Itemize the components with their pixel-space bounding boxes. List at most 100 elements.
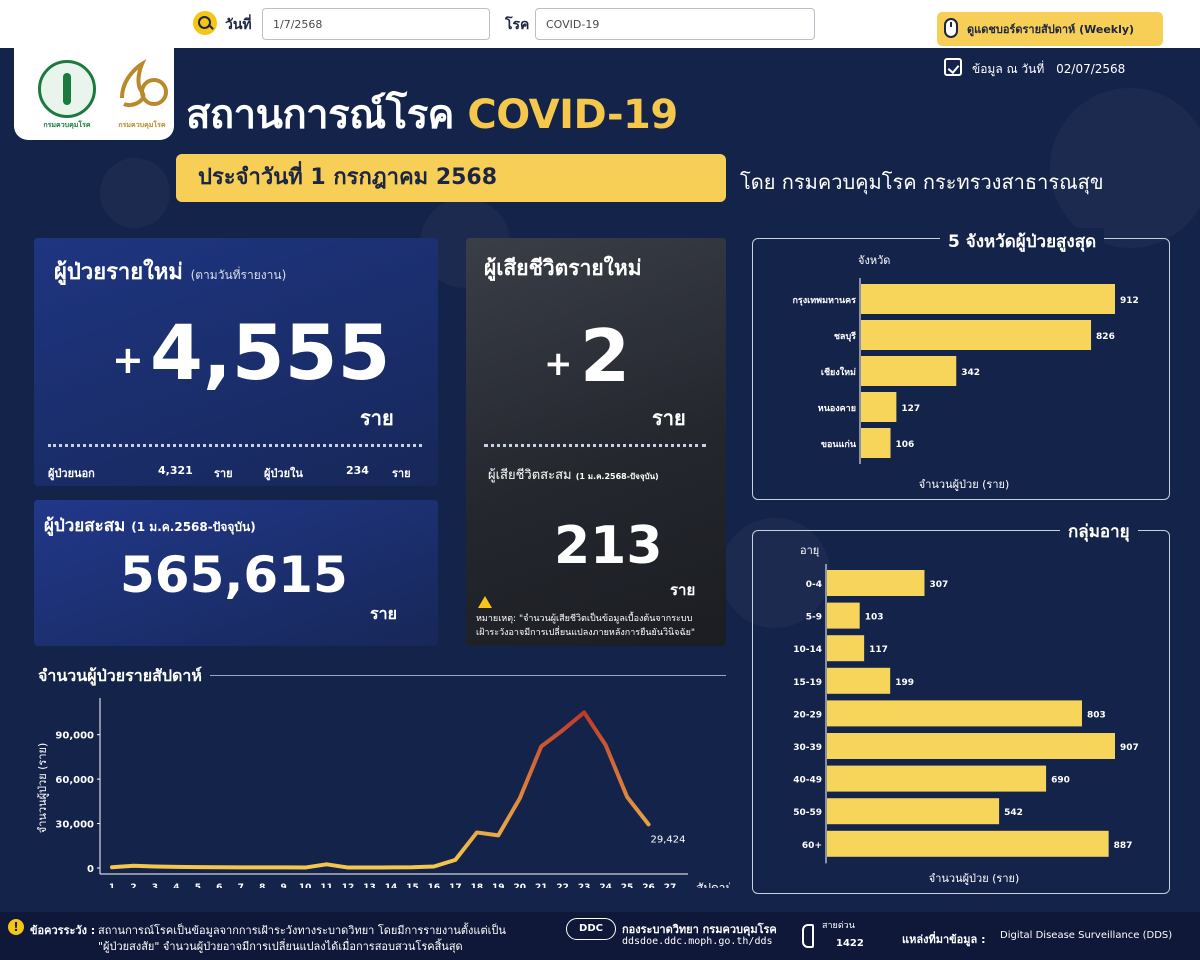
data-point [132, 865, 134, 867]
data-point [175, 866, 177, 868]
divider [48, 444, 422, 447]
bar-value-label: 887 [1114, 841, 1133, 851]
deaths-card: ผู้เสียชีวิตรายใหม่ + 2 ราย ผู้เสียชีวิต… [466, 238, 726, 646]
x-tick-label: 13 [363, 883, 376, 888]
bar-value-label: 199 [895, 678, 914, 688]
category-label: 40-49 [793, 776, 822, 786]
section-divider [40, 675, 726, 676]
asof-date: 02/07/2568 [1056, 62, 1126, 76]
cumulative-cases-unit: ราย [370, 604, 397, 623]
bar [861, 428, 891, 458]
category-label: 50-59 [793, 808, 822, 818]
bar-value-label: 307 [929, 580, 948, 590]
bar-value-label: 342 [961, 368, 980, 378]
bar [861, 284, 1115, 314]
x-tick-label: 16 [428, 883, 441, 888]
caution-icon: ! [8, 919, 24, 935]
y-tick-label: 60,000 [55, 775, 94, 786]
data-point [433, 865, 435, 867]
new-cases-unit: ราย [360, 406, 394, 430]
weekly-dashboard-button[interactable]: ดูแดชบอร์ดรายสัปดาห์ (Weekly) [937, 12, 1163, 46]
x-axis-title: สัปดาห์ [696, 881, 730, 888]
asof-label: ข้อมูล ณ วันที่ [972, 62, 1045, 76]
data-point [561, 729, 563, 731]
search-icon[interactable] [193, 11, 217, 35]
value-axis-title: จำนวนผู้ป่วย (ราย) [919, 478, 1010, 491]
data-point [111, 866, 113, 868]
x-tick-label: 9 [281, 883, 287, 888]
disease-input[interactable] [535, 8, 815, 40]
data-point [497, 834, 499, 836]
dept-url[interactable]: ddsdoe.ddc.moph.go.th/dds [622, 936, 773, 947]
data-point [454, 859, 456, 861]
cumulative-cases-title-text: ผู้ป่วยสะสม [44, 516, 126, 536]
warning-icon [478, 596, 492, 608]
data-point [197, 866, 199, 868]
bar [827, 733, 1115, 759]
x-tick-label: 4 [173, 883, 179, 888]
age-group-chart: อายุ 0-4 307 5-9 103 10-14 117 15-19 199 20-29 803… [793, 544, 1139, 885]
x-tick-label: 27 [664, 883, 677, 888]
new-cases-card: ผู้ป่วยรายใหม่ (ตามวันที่รายงาน) + 4,555… [34, 238, 438, 486]
deaths-note-line1: หมายเหตุ: "จำนวนผู้เสียชีวิตเป็นข้อมูลเบ… [476, 614, 693, 624]
inpatient-value: 234 [346, 464, 369, 477]
x-tick-label: 7 [238, 883, 244, 888]
data-point [540, 745, 542, 747]
bar-value-label: 912 [1120, 296, 1139, 306]
category-label: 60+ [802, 841, 822, 851]
bar [827, 700, 1082, 727]
weekly-cases-line [110, 710, 651, 870]
bar-value-label: 907 [1120, 743, 1139, 753]
dept-name: กองระบาดวิทยา กรมควบคุมโรค [622, 923, 777, 936]
ddc-footer-logo: DDC [566, 918, 616, 940]
data-point [647, 823, 649, 825]
bar [827, 570, 925, 596]
y-axis-title: จำนวนผู้ป่วย (ราย) [36, 743, 49, 834]
x-tick-label: 14 [385, 883, 398, 888]
data-point [304, 866, 306, 868]
caution-line2: "ผู้ป่วยสงสัย" จำนวนผู้ป่วยอาจมีการเปลี่… [98, 940, 463, 953]
x-tick-label: 5 [195, 883, 201, 888]
inpatient-unit: ราย [392, 467, 411, 480]
data-point [154, 865, 156, 867]
category-label: 0-4 [806, 580, 822, 590]
category-label: 10-14 [793, 645, 822, 655]
category-label: 15-19 [793, 678, 822, 688]
bar [827, 830, 1109, 857]
source-value: Digital Disease Surveillance (DDS) [1000, 930, 1173, 941]
x-tick-label: 21 [535, 883, 548, 888]
category-label: เชียงใหม่ [821, 366, 856, 378]
category-label: กรุงเทพมหานคร [792, 296, 856, 306]
bar [827, 765, 1047, 792]
x-tick-label: 11 [320, 883, 333, 888]
cumulative-deaths-label: ผู้เสียชีวิตสะสม (1 ม.ค.2568-ปัจจุบัน) [488, 464, 659, 485]
calendar-icon [944, 58, 962, 76]
divider [484, 444, 706, 447]
cumulative-deaths-value: 213 [554, 516, 663, 576]
bar [827, 635, 865, 662]
top-provinces-title: 5 จังหวัดผู้ป่วยสูงสุด [940, 228, 1105, 255]
bar [827, 602, 860, 629]
x-tick-label: 18 [471, 883, 484, 888]
data-point [583, 711, 585, 713]
virus-decoration [100, 158, 170, 228]
x-tick-label: 1 [109, 883, 115, 888]
inpatient-label: ผู้ป่วยใน [264, 467, 303, 480]
new-deaths-plus: + [544, 344, 573, 384]
data-point [390, 866, 392, 868]
ddc-logo [38, 60, 96, 118]
data-point [325, 863, 327, 865]
y-tick-label: 90,000 [55, 731, 94, 742]
data-point [240, 866, 242, 868]
x-tick-label: 25 [621, 883, 634, 888]
top-provinces-chart: จังหวัดกรุงเทพมหานคร 912 ชลบุรี 826 เชียงใหม… [792, 254, 1139, 491]
bar [861, 356, 957, 386]
date-input[interactable] [262, 8, 490, 40]
bar [861, 392, 897, 422]
dashboard: กรมควบคุมโรค กรมควบคุมโรค สถานการณ์โรค C… [0, 48, 1200, 912]
y-tick-label: 30,000 [55, 820, 94, 831]
outpatient-label: ผู้ป่วยนอก [48, 467, 95, 480]
new-deaths-unit: ราย [652, 406, 686, 430]
bar-value-label: 803 [1087, 710, 1106, 720]
cumulative-cases-value: 565,615 [120, 546, 348, 604]
